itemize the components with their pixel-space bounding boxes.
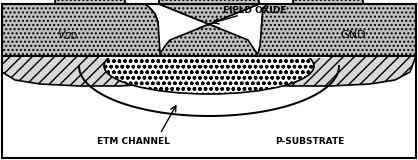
Text: GND: GND <box>340 30 366 40</box>
Polygon shape <box>256 0 416 56</box>
Text: P-SUBSTRATE: P-SUBSTRATE <box>275 137 344 147</box>
Polygon shape <box>256 0 416 56</box>
Polygon shape <box>2 56 182 86</box>
Bar <box>99 28 329 58</box>
Text: $V_{DD}$: $V_{DD}$ <box>57 28 79 42</box>
Polygon shape <box>2 0 162 56</box>
Text: ETM CHANNEL: ETM CHANNEL <box>97 137 169 147</box>
Text: FIELD OXIDE: FIELD OXIDE <box>223 5 287 15</box>
Bar <box>180 56 240 158</box>
Bar <box>2 84 180 158</box>
Polygon shape <box>2 0 162 56</box>
Ellipse shape <box>104 38 314 94</box>
Polygon shape <box>159 0 259 56</box>
Polygon shape <box>228 56 416 86</box>
Polygon shape <box>159 0 259 56</box>
